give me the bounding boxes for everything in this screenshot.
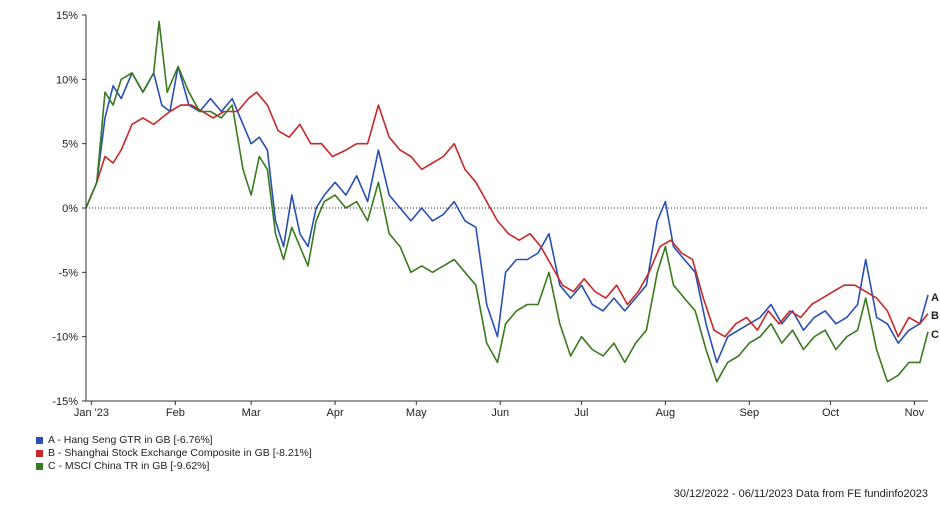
- legend-label-c: C - MSCI China TR in GB [-9.62%]: [48, 460, 210, 472]
- legend-item-a: A - Hang Seng GTR in GB [-6.76%]: [36, 434, 312, 447]
- end-labels: ABC: [931, 292, 939, 341]
- x-tick-label: Nov: [905, 407, 925, 419]
- series-line-c: [85, 20, 929, 383]
- legend-label-a: A - Hang Seng GTR in GB [-6.76%]: [48, 434, 213, 446]
- y-tick-label: -15%: [52, 396, 78, 408]
- legend: A - Hang Seng GTR in GB [-6.76%] B - Sha…: [36, 434, 312, 473]
- legend-swatch-c: [36, 463, 43, 470]
- y-tick-label: 10%: [56, 74, 78, 86]
- x-tick-label: Mar: [242, 407, 261, 419]
- x-tick-label: Feb: [166, 407, 185, 419]
- y-tick-label: -5%: [58, 267, 78, 279]
- x-tick-label: May: [406, 407, 427, 419]
- x-tick-label: Oct: [822, 407, 839, 419]
- x-tick-label: Aug: [656, 407, 676, 419]
- legend-swatch-b: [36, 450, 43, 457]
- legend-swatch-a: [36, 437, 43, 444]
- x-tick-label: Sep: [740, 407, 760, 419]
- x-tick-label: Jul: [574, 407, 588, 419]
- series-line-b: [85, 91, 929, 338]
- source-footer: 30/12/2022 - 06/11/2023 Data from FE fun…: [673, 488, 928, 500]
- legend-label-b: B - Shanghai Stock Exchange Composite in…: [48, 447, 312, 459]
- axes: 15% 10% 5% 0% -5% -10% -15%Jan '23 Feb Mar Apr May…: [52, 10, 928, 419]
- end-label-c: C: [931, 329, 939, 341]
- legend-item-b: B - Shanghai Stock Exchange Composite in…: [36, 447, 312, 460]
- end-label-a: A: [931, 292, 939, 304]
- y-tick-label: -10%: [52, 332, 78, 344]
- x-tick-label: Jan '23: [74, 407, 109, 419]
- legend-item-c: C - MSCI China TR in GB [-9.62%]: [36, 460, 312, 473]
- y-tick-label: 15%: [56, 10, 78, 22]
- series-lines: [85, 20, 929, 383]
- series-line-a: [85, 65, 929, 364]
- x-tick-label: Apr: [327, 407, 344, 419]
- end-label-b: B: [931, 310, 939, 322]
- y-tick-label: 0%: [62, 203, 78, 215]
- x-tick-label: Jun: [491, 407, 509, 419]
- y-tick-label: 5%: [62, 139, 78, 151]
- line-chart: 15% 10% 5% 0% -5% -10% -15%Jan '23 Feb Mar Apr May…: [52, 10, 939, 419]
